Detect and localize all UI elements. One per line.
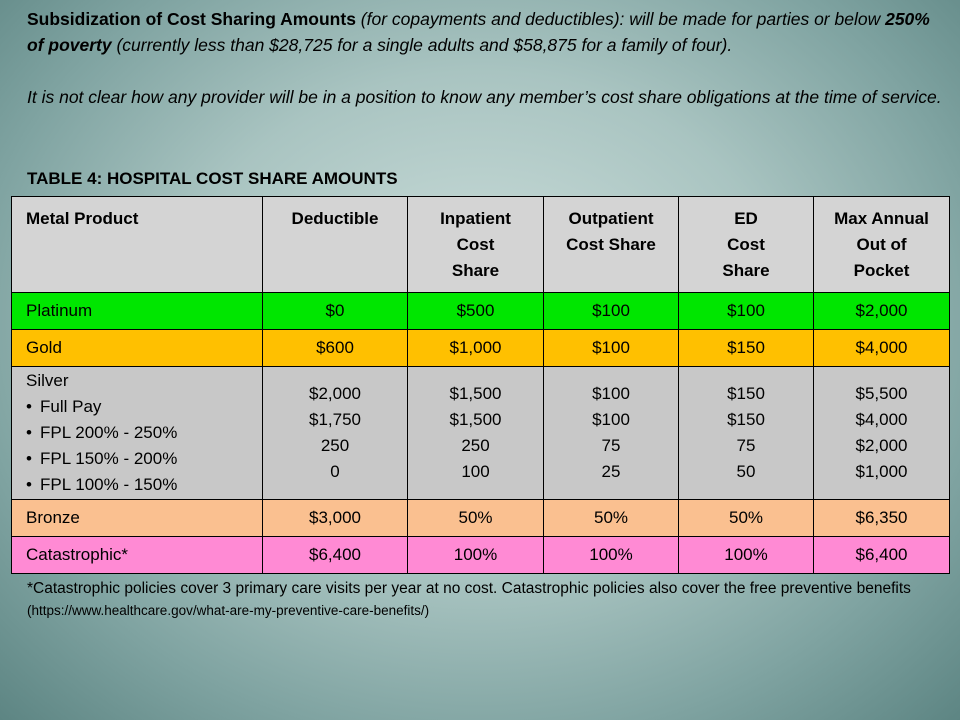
cell-line: Max Annual bbox=[834, 209, 929, 228]
cell-inpatient: 50% bbox=[407, 499, 544, 537]
cell-product: Gold bbox=[11, 329, 263, 367]
cell-max-oop: $2,000 bbox=[813, 292, 950, 330]
cell-line: Cost bbox=[727, 235, 765, 254]
bullet-icon: • bbox=[26, 397, 32, 416]
cell-deductible: $6,400 bbox=[262, 536, 408, 574]
cell-product: Silver • Full Pay • FPL 200% - 250% • FPL 1… bbox=[11, 366, 263, 500]
header-deductible: Deductible bbox=[262, 196, 408, 293]
bullet-icon: • bbox=[26, 423, 32, 442]
cell-line: 75 bbox=[736, 436, 756, 455]
cell-line: ED bbox=[734, 209, 758, 228]
cost-share-table: Metal Product Deductible Inpatient Cost Sh… bbox=[11, 196, 950, 574]
cell-line: Pocket bbox=[853, 261, 910, 280]
cell-line: 0 bbox=[330, 462, 340, 481]
footnote-text: *Catastrophic policies cover 3 primary c… bbox=[27, 580, 911, 597]
cell-line: Deductible bbox=[291, 209, 379, 228]
cell-max-oop: $4,000 bbox=[813, 329, 950, 367]
cell-max-oop: $6,400 bbox=[813, 536, 950, 574]
cell-line: $150 bbox=[727, 410, 765, 429]
cell-line: 75 bbox=[601, 436, 621, 455]
table-title: TABLE 4: HOSPITAL COST SHARE AMOUNTS bbox=[27, 169, 398, 188]
cell-line: $150 bbox=[727, 384, 765, 403]
subsidization-paren: (for copayments and deductibles): will b… bbox=[355, 9, 886, 29]
row-platinum: Platinum $0 $500 $100 $100 $2,000 bbox=[11, 292, 950, 330]
cell-ed: 100% bbox=[678, 536, 814, 574]
bullet-icon: • bbox=[26, 475, 32, 494]
cell-line: $4,000 bbox=[855, 410, 908, 429]
header-inpatient: Inpatient Cost Share bbox=[407, 196, 544, 293]
cell-line: $1,000 bbox=[855, 462, 908, 481]
bullet-icon: • bbox=[26, 449, 32, 468]
header-ed: ED Cost Share bbox=[678, 196, 814, 293]
cell-ed: 50% bbox=[678, 499, 814, 537]
cell-deductible: $3,000 bbox=[262, 499, 408, 537]
footnote-url: (https://www.healthcare.gov/what-are-my-… bbox=[27, 603, 430, 618]
silver-name: Silver bbox=[26, 371, 69, 390]
intro-text: Subsidization of Cost Sharing Amounts (f… bbox=[27, 6, 942, 110]
cell-line: Share bbox=[451, 261, 500, 280]
cell-line: $1,750 bbox=[309, 410, 361, 429]
cell-product: Catastrophic* bbox=[11, 536, 263, 574]
cell-line: $1,500 bbox=[449, 384, 502, 403]
cell-line: Share bbox=[722, 261, 770, 280]
cell-ed: $150 bbox=[678, 329, 814, 367]
row-bronze: Bronze $3,000 50% 50% 50% $6,350 bbox=[11, 499, 950, 537]
cell-line: Inpatient bbox=[440, 209, 511, 228]
poverty-details: (currently less than $28,725 for a singl… bbox=[111, 35, 733, 55]
cell-outpatient: $100 bbox=[543, 329, 679, 367]
cell-line: 25 bbox=[601, 462, 621, 481]
cell-outpatient: $100 bbox=[543, 292, 679, 330]
row-silver: Silver • Full Pay • FPL 200% - 250% • FPL 1… bbox=[11, 366, 950, 500]
cell-line: Out of bbox=[856, 235, 907, 254]
poverty-threshold: 250% of poverty bbox=[27, 9, 930, 55]
row-catastrophic: Catastrophic* $6,400 100% 100% 100% $6,4… bbox=[11, 536, 950, 574]
cell-inpatient: 100% bbox=[407, 536, 544, 574]
cell-max-oop: $5,500 $4,000 $2,000 $1,000 bbox=[813, 366, 950, 500]
cell-line: Outpatient bbox=[568, 209, 654, 228]
cell-ed: $100 bbox=[678, 292, 814, 330]
cell-line: $2,000 bbox=[309, 384, 361, 403]
cell-outpatient: 100% bbox=[543, 536, 679, 574]
cell-line: $5,500 bbox=[855, 384, 908, 403]
cell-inpatient: $1,000 bbox=[407, 329, 544, 367]
header-max-oop: Max Annual Out of Pocket bbox=[813, 196, 950, 293]
cell-line: 100 bbox=[461, 462, 490, 481]
silver-tier-item: • FPL 200% - 250% bbox=[26, 420, 262, 446]
provider-note: It is not clear how any provider will be… bbox=[27, 87, 942, 107]
silver-tier-item: • FPL 150% - 200% bbox=[26, 446, 262, 472]
cell-inpatient: $500 bbox=[407, 292, 544, 330]
cell-ed: $150 $150 75 50 bbox=[678, 366, 814, 500]
cell-line: $100 bbox=[592, 410, 630, 429]
cell-line: $1,500 bbox=[449, 410, 502, 429]
cell-deductible: $2,000 $1,750 250 0 bbox=[262, 366, 408, 500]
header-outpatient: Outpatient Cost Share bbox=[543, 196, 679, 293]
cell-deductible: $0 bbox=[262, 292, 408, 330]
cell-outpatient: 50% bbox=[543, 499, 679, 537]
silver-tier-list: • Full Pay • FPL 200% - 250% • FPL 150% - 2… bbox=[26, 394, 262, 498]
subsidization-heading: Subsidization of Cost Sharing Amounts bbox=[27, 9, 356, 29]
header-metal-product: Metal Product bbox=[11, 196, 263, 293]
subsidization-paragraph: Subsidization of Cost Sharing Amounts (f… bbox=[27, 6, 942, 58]
cell-max-oop: $6,350 bbox=[813, 499, 950, 537]
cell-line: 250 bbox=[320, 436, 350, 455]
cell-line: Metal Product bbox=[26, 209, 139, 228]
cell-line: $100 bbox=[592, 384, 630, 403]
cell-line: Cost Share bbox=[566, 235, 656, 254]
row-gold: Gold $600 $1,000 $100 $150 $4,000 bbox=[11, 329, 950, 367]
silver-tier-item: • FPL 100% - 150% bbox=[26, 472, 262, 498]
cell-inpatient: $1,500 $1,500 250 100 bbox=[407, 366, 544, 500]
cell-line: $2,000 bbox=[855, 436, 908, 455]
header-row: Metal Product Deductible Inpatient Cost Sh… bbox=[11, 196, 950, 293]
cell-line: Cost bbox=[456, 235, 495, 254]
cell-deductible: $600 bbox=[262, 329, 408, 367]
cell-outpatient: $100 $100 75 25 bbox=[543, 366, 679, 500]
cell-line: 50 bbox=[736, 462, 756, 481]
cell-line: 250 bbox=[461, 436, 490, 455]
cell-product: Platinum bbox=[11, 292, 263, 330]
footnote: *Catastrophic policies cover 3 primary c… bbox=[27, 578, 942, 622]
cell-product: Bronze bbox=[11, 499, 263, 537]
silver-tier-item: • Full Pay bbox=[26, 394, 262, 420]
